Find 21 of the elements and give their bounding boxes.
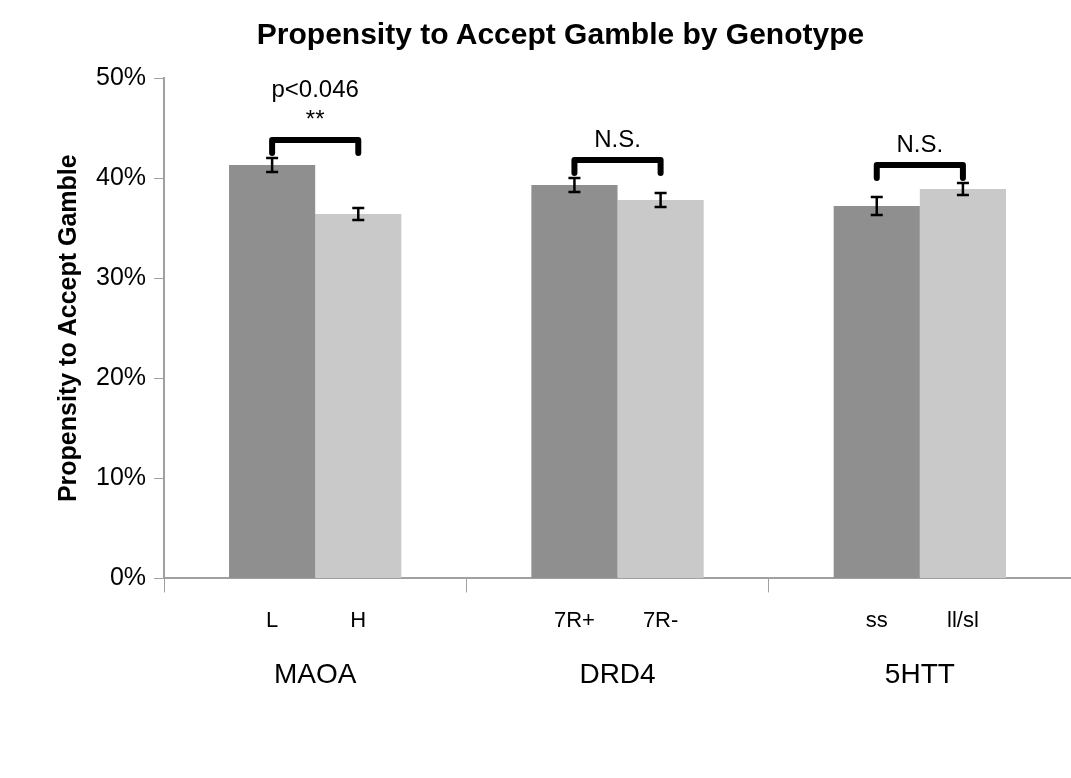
y-tick-label: 50% — [95, 61, 147, 90]
y-tick-label: 20% — [95, 362, 147, 391]
y-tick-label: 40% — [95, 161, 147, 190]
y-tick-label: 10% — [95, 462, 147, 491]
text: H — [350, 607, 367, 633]
chart-title: Propensity to Accept Gamble by Genotype — [256, 17, 865, 51]
text: L — [265, 607, 279, 633]
y-tick-label: 30% — [95, 262, 147, 291]
text: 7R+ — [553, 607, 595, 633]
x-tick-label: DRD4 — [579, 657, 656, 689]
text: ss — [865, 607, 888, 633]
x-tick-label: 5HTT — [884, 657, 955, 689]
annotation: N.S. — [896, 129, 944, 157]
text: ll/sl — [947, 607, 979, 633]
annotation: N.S. — [594, 124, 641, 152]
annotation: ** — [305, 104, 325, 132]
text: 7R- — [642, 607, 679, 633]
annotation: p<0.046 — [271, 74, 359, 102]
x-tick-label: MAOA — [273, 657, 357, 689]
y-tick-label: 0% — [109, 562, 147, 591]
y-axis-title: Propensity to Accept Gamble — [52, 154, 81, 503]
